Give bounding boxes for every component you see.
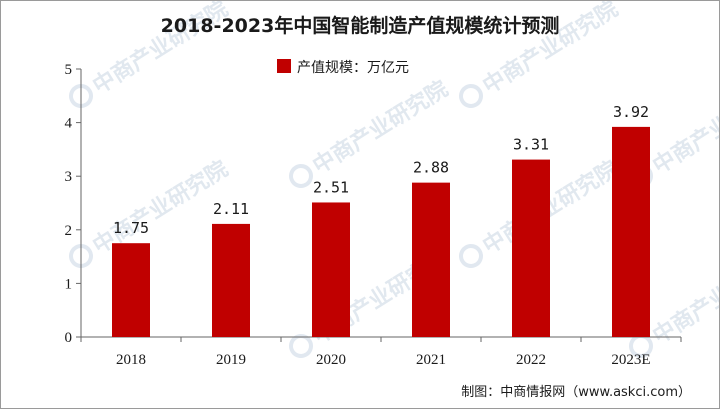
bar-2018 — [112, 243, 150, 337]
x-tick-label: 2021 — [416, 352, 446, 368]
x-tick-label: 2020 — [316, 352, 346, 368]
watermark-logo-icon — [289, 164, 313, 188]
data-label-2023E: 3.92 — [613, 103, 649, 121]
x-tick-label: 2019 — [216, 352, 246, 368]
y-tick-label: 0 — [65, 330, 73, 346]
watermark-logo-icon — [459, 84, 483, 108]
y-tick-label: 3 — [65, 169, 73, 185]
y-tick-label: 2 — [65, 223, 73, 239]
x-tick-label: 2022 — [516, 352, 546, 368]
bar-2019 — [212, 223, 250, 337]
data-label-2019: 2.11 — [213, 200, 249, 218]
watermark-text: 中商产业研究院 — [478, 156, 622, 260]
watermark-logo-icon — [289, 334, 313, 358]
bars — [112, 126, 650, 337]
data-label-2020: 2.51 — [313, 178, 349, 196]
bar-2021 — [412, 182, 450, 337]
data-label-2018: 1.75 — [113, 219, 149, 237]
y-tick-label: 1 — [65, 276, 73, 292]
watermark-text: 中商产业研究院 — [648, 246, 719, 350]
x-tick-label: 2018 — [116, 352, 146, 368]
data-labels: 1.75 2.11 2.51 2.88 3.31 3.92 — [113, 103, 649, 237]
y-tick-label: 5 — [65, 62, 73, 78]
watermark-logo-icon — [69, 84, 93, 108]
watermark-text: 中商产业研究院 — [648, 76, 719, 180]
watermark-logo-icon — [69, 244, 93, 268]
bar-2020 — [312, 202, 350, 337]
bar-2022 — [512, 159, 550, 337]
legend: 产值规模：万亿元 — [277, 59, 409, 76]
watermark-logo-icon — [629, 334, 653, 358]
legend-label: 产值规模：万亿元 — [297, 60, 409, 76]
y-tick-label: 4 — [65, 116, 73, 132]
data-label-2022: 3.31 — [513, 136, 549, 154]
data-label-2021: 2.88 — [413, 159, 449, 177]
watermark-text: 中商产业研究院 — [88, 156, 232, 260]
axes: 0 1 2 3 4 5 2018 2019 2020 2021 2022 2023E — [65, 62, 682, 368]
legend-swatch — [277, 59, 291, 73]
source-credit: 制图：中商情报网（www.askci.com） — [461, 385, 691, 400]
watermark-logo-icon — [459, 244, 483, 268]
bar-2023E — [612, 126, 650, 337]
x-tick-label: 2023E — [611, 352, 650, 368]
chart-title: 2018-2023年中国智能制造产值规模统计预测 — [161, 14, 560, 37]
